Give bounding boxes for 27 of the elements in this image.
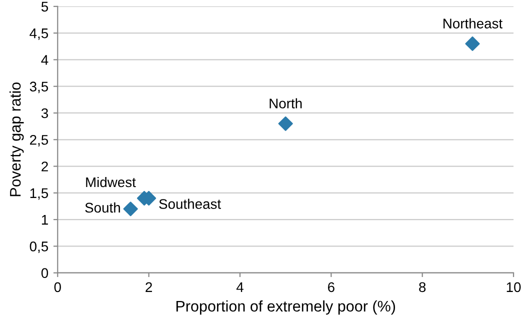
y-tick-label: 0,5 — [30, 242, 48, 254]
annotation: Southeast — [159, 198, 221, 209]
x-axis-title: Proportion of extremely poor (%) — [176, 300, 396, 315]
annotation: Midwest — [86, 176, 136, 188]
y-tick-label: 0 — [41, 268, 48, 278]
y-tick-label: 2 — [42, 162, 48, 172]
point — [465, 36, 480, 52]
x-tick-label: 6 — [328, 282, 334, 292]
annotation: Northeast — [444, 18, 502, 28]
y-tick-label: 3 — [41, 108, 48, 118]
x-tick-label: 10 — [506, 282, 521, 292]
x-tick-label: 8 — [419, 282, 426, 292]
point — [278, 116, 293, 131]
y-tick-label: 4,5 — [30, 28, 48, 40]
x-tick-label: 2 — [146, 282, 152, 292]
annotation: North — [270, 98, 302, 108]
y-axis-title: Poverty gap ratio — [10, 82, 24, 196]
annotation: South — [85, 202, 120, 213]
y-tick-label: 2,5 — [30, 134, 48, 146]
x-tick-label: 0 — [54, 282, 61, 292]
y-tick-label: 1 — [42, 215, 48, 225]
y-tick-label: 4 — [41, 55, 48, 65]
y-tick-label: 5 — [41, 2, 48, 12]
point — [123, 202, 138, 216]
x-tick-label: 4 — [236, 282, 244, 292]
y-tick-label: 3,5 — [30, 82, 48, 94]
y-tick-label: 1,5 — [30, 188, 48, 200]
